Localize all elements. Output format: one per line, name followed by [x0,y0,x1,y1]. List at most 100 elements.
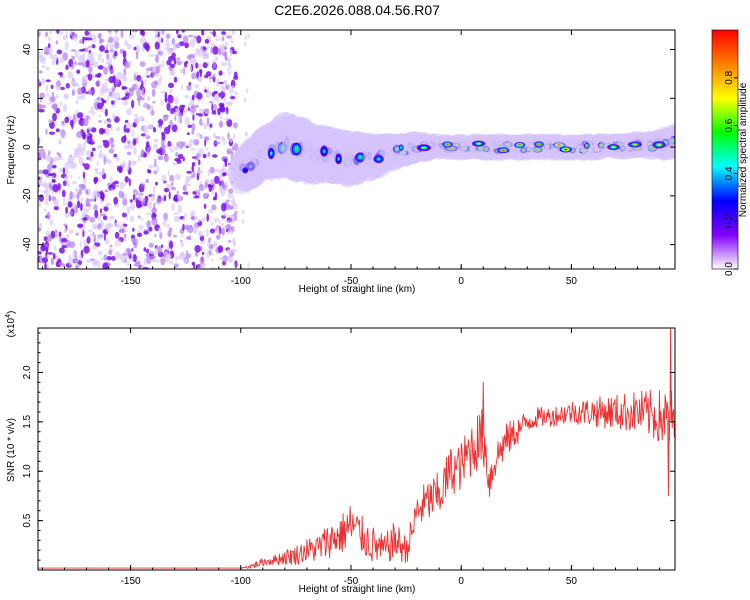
noise-blob [219,91,226,99]
noise-blob [106,53,110,60]
noise-blob [63,93,69,100]
noise-blob [179,69,185,74]
noise-blob [234,210,238,215]
noise-blob [226,57,232,62]
noise-blob [93,168,99,171]
noise-blob [186,132,190,135]
noise-blob [191,94,195,101]
noise-blob [104,238,110,245]
colorbar-tick-label: 0.0 [724,262,735,276]
noise-blob [189,38,196,47]
noise-blob [153,143,158,150]
noise-blob [101,168,105,176]
noise-blob [207,169,211,177]
noise-blob [81,76,87,84]
noise-blob [146,104,151,111]
noise-blob [133,113,138,118]
noise-blob [87,126,93,131]
noise-blob [218,120,224,128]
noise-blob [193,264,196,269]
noise-blob [82,48,86,52]
noise-blob [110,215,113,220]
noise-blob [167,140,172,147]
noise-blob [186,170,192,174]
noise-blob [128,88,134,97]
noise-blob [38,148,45,152]
noise-blob [140,218,144,221]
noise-blob [214,175,220,184]
noise-blob [206,213,209,222]
noise-blob [107,41,110,47]
noise-blob [193,229,197,234]
noise-blob [53,156,58,162]
noise-blob [47,163,53,172]
spectrogram-panel: -150 -100 -50 0 50 40 20 0 -20 -40 Height of str… [6,29,676,295]
noise-blob [126,151,132,156]
noise-blob [108,148,115,154]
noise-blob [58,247,65,254]
noise-blob [108,43,115,49]
noise-blob [45,156,52,162]
noise-blob [206,251,210,259]
noise-blob [199,70,202,77]
noise-blob [103,254,108,261]
noise-blob [148,242,154,248]
noise-blob [168,94,172,99]
noise-blob [218,37,221,41]
noise-blob [142,103,148,108]
noise-blob [97,53,101,62]
noise-blob [56,151,60,156]
noise-blob [165,253,172,261]
noise-blob [232,237,236,245]
noise-blob [109,69,115,75]
noise-blob [207,152,211,157]
noise-blob [246,88,249,94]
noise-blob [74,60,77,66]
noise-blob [199,136,204,139]
noise-blob [41,65,46,68]
noise-blob [122,75,128,82]
noise-blob [55,86,61,91]
spectrogram-y-label: Frequency (Hz) [6,116,17,185]
noise-blob [152,185,156,194]
snr-series-line [38,328,675,569]
noise-blob [93,176,99,183]
noise-blob [163,114,170,118]
noise-blob [38,182,46,187]
noise-blob [207,61,210,67]
noise-blob [165,184,171,188]
noise-blob [129,215,135,222]
noise-blob [53,206,59,211]
signal-blob [376,157,381,161]
noise-blob [120,30,124,38]
noise-blob [244,41,247,47]
noise-blob [66,179,69,185]
colorbar-tick-label: 0.2 [724,214,735,228]
noise-blob [103,206,109,212]
noise-blob [173,212,179,216]
noise-blob [228,188,234,195]
noise-blob [124,176,129,183]
noise-blob [67,157,74,164]
noise-blob [217,245,224,253]
noise-blob [60,129,66,138]
noise-blob [77,87,83,95]
noise-blob [226,119,233,127]
noise-blob [182,35,189,44]
noise-blob [126,206,131,215]
noise-blob [96,74,101,78]
noise-blob [173,263,179,268]
noise-blob [38,189,42,192]
noise-blob [171,124,178,133]
noise-blob [153,170,157,175]
noise-blob [92,110,95,117]
noise-blob [97,102,103,110]
noise-blob [165,38,170,44]
noise-blob [218,257,225,260]
noise-blob [82,118,89,127]
noise-blob [184,116,190,125]
noise-blob [137,215,141,219]
noise-blob [116,166,123,172]
noise-blob [224,41,228,48]
noise-blob [220,222,224,227]
